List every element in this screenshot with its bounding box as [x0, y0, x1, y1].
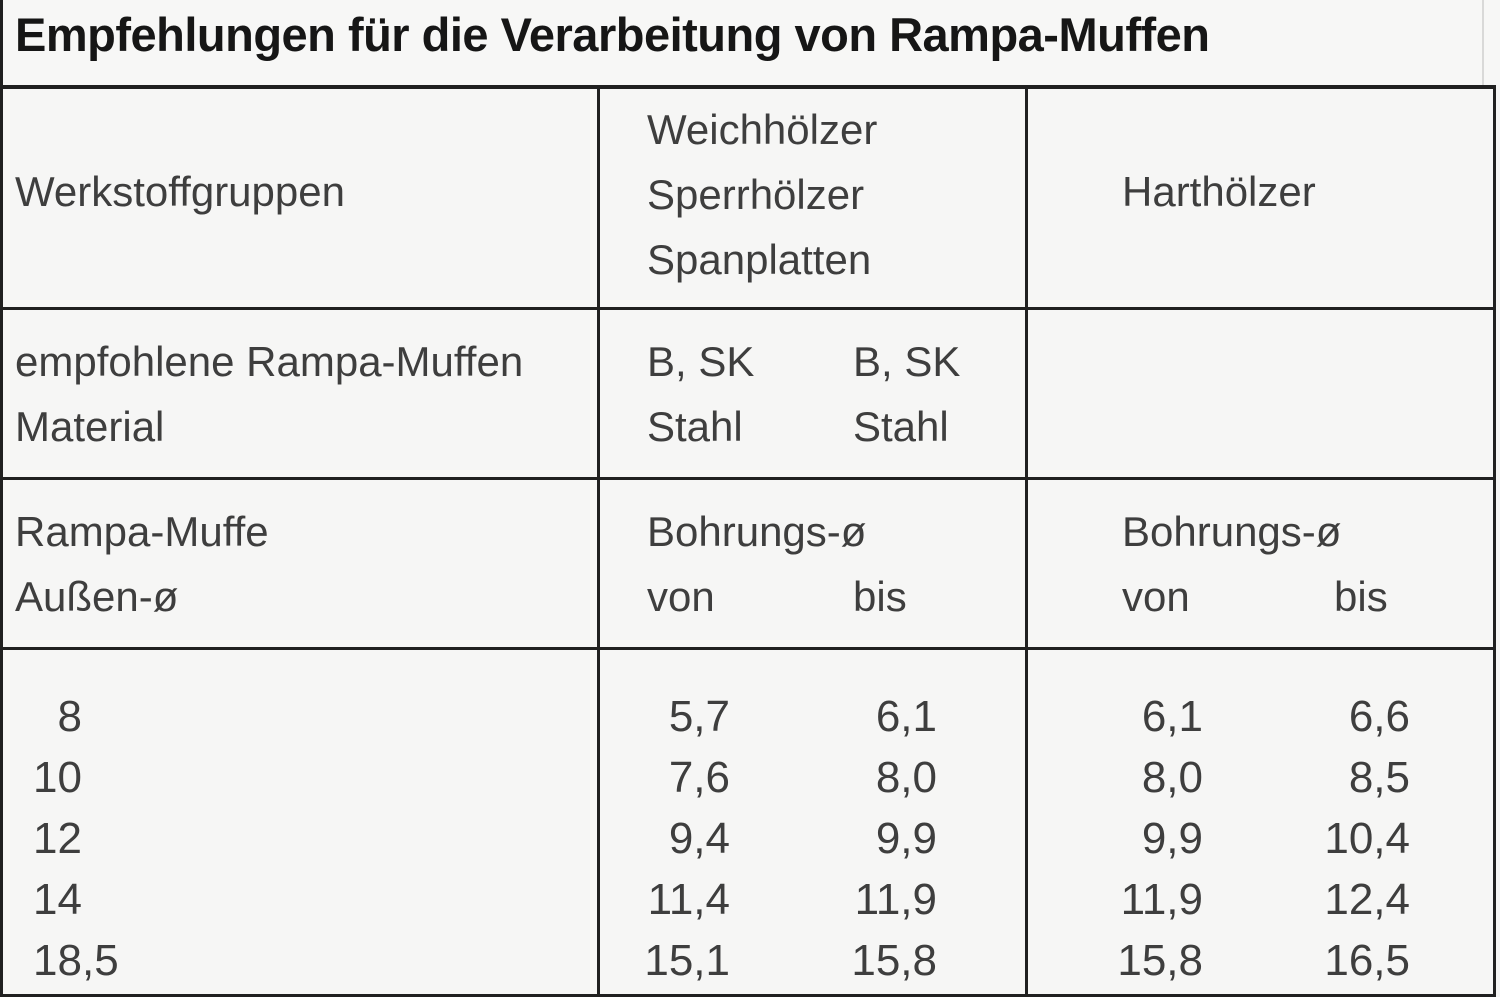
table-row: 9,4 9,9 [600, 808, 1025, 869]
outer-diameter-value: 14 [33, 875, 82, 924]
material-soft-cell: B, SK B, SK Stahl Stahl [600, 310, 1028, 480]
hard-bis-value: 16,5 [1324, 936, 1410, 985]
bore-soft-range-labels: von bis [647, 564, 1025, 629]
material-label-line1: empfohlene Rampa-Muffen [15, 337, 524, 385]
table-row: 7,6 8,0 [600, 747, 1025, 808]
bore-hard-range-labels: von bis [1122, 564, 1493, 629]
outer-diameter-value: 12 [33, 814, 82, 863]
weichhoelzer-label: Weichhölzer [647, 106, 878, 153]
hard-von-value: 8,0 [1141, 753, 1203, 802]
werkstoffgruppen-label: Werkstoffgruppen [15, 167, 345, 215]
table-row: 10 [3, 747, 597, 808]
hard-bis-value: 8,5 [1348, 753, 1410, 802]
bore-label-line1: Rampa-Muffe [15, 507, 269, 555]
table-row: 15,1 15,8 [600, 930, 1025, 991]
hard-bis-value: 6,6 [1348, 692, 1410, 741]
page-header: Empfehlungen für die Verarbeitung von Ra… [0, 0, 1500, 85]
soft-bis-value: 11,9 [854, 875, 937, 924]
material-soft-b-type: B, SK [853, 337, 961, 385]
soft-von-value: 7,6 [668, 753, 730, 802]
table-row: 18,5 [3, 930, 597, 991]
bore-label-cell: Rampa-Muffe Außen-ø [3, 480, 600, 650]
material-soft-b-steel: Stahl [853, 402, 949, 450]
material-label-line2: Material [15, 402, 165, 450]
table-row: 11,9 12,4 [1028, 869, 1493, 930]
bore-soft-title: Bohrungs-ø [647, 507, 867, 555]
material-soft-a-type: B, SK [647, 337, 755, 385]
hard-von-value: 9,9 [1141, 814, 1203, 863]
table-row: 11,4 11,9 [600, 869, 1025, 930]
table-row: 6,1 6,6 [1028, 686, 1493, 747]
bore-hard-cell: Bohrungs-ø von bis [1028, 480, 1493, 650]
outer-diameter-value: 10 [33, 753, 82, 802]
table-row: 9,9 10,4 [1028, 808, 1493, 869]
recommendations-table: Werkstoffgruppen Weichhölzer Sperrhölzer… [0, 85, 1496, 997]
outer-diameter-value: 18 [33, 936, 82, 985]
material-soft-row2: Stahl Stahl [647, 394, 1025, 459]
sperrhoelzer-label: Sperrhölzer [647, 171, 865, 218]
hard-von-value: 15,8 [1117, 936, 1203, 985]
page-title: Empfehlungen für die Verarbeitung von Ra… [15, 8, 1210, 61]
bore-hard-title: Bohrungs-ø [1122, 507, 1342, 555]
soft-von-value: 11,4 [647, 875, 730, 924]
material-hard-cell-empty [1028, 310, 1493, 480]
header-cell-weichhoelzer: Weichhölzer Sperrhölzer Spanplatten [600, 89, 1028, 310]
soft-von-value: 15,1 [644, 936, 730, 985]
bore-label-line2: Außen-ø [15, 572, 179, 620]
spanplatten-label: Spanplatten [647, 236, 872, 283]
hard-bis-value: 10,4 [1324, 814, 1410, 863]
outer-diameter-column: 8 10 12 14 18,5 [3, 650, 600, 994]
page-edge-line [1482, 0, 1484, 85]
table-row: 15,8 16,5 [1028, 930, 1493, 991]
table-row: 14 [3, 869, 597, 930]
outer-diameter-fraction: ,5 [82, 936, 119, 985]
material-soft-a-steel: Stahl [647, 402, 743, 450]
hard-von-value: 6,1 [1141, 692, 1203, 741]
hardwood-bore-column: 6,1 6,6 8,0 8,5 9,9 10,4 11,9 12,4 15,8 16,5 [1028, 650, 1493, 994]
material-soft-row1: B, SK B, SK [647, 329, 1025, 394]
material-label-cell: empfohlene Rampa-Muffen Material [3, 310, 600, 480]
softwood-bore-column: 5,7 6,1 7,6 8,0 9,4 9,9 11,4 11,9 15,1 15,8 [600, 650, 1028, 994]
outer-diameter-value: 8 [57, 692, 82, 741]
table-row: 8,0 8,5 [1028, 747, 1493, 808]
soft-von-value: 5,7 [668, 692, 730, 741]
table-row: 8 [3, 686, 597, 747]
bore-hard-von-label: von [1122, 572, 1190, 620]
soft-von-value: 9,4 [668, 814, 730, 863]
harthoelzer-label: Harthölzer [1122, 167, 1316, 215]
soft-bis-value: 15,8 [851, 936, 937, 985]
hard-von-value: 11,9 [1120, 875, 1203, 924]
bore-soft-cell: Bohrungs-ø von bis [600, 480, 1028, 650]
hard-bis-value: 12,4 [1324, 875, 1410, 924]
soft-bis-value: 6,1 [875, 692, 937, 741]
soft-bis-value: 8,0 [875, 753, 937, 802]
header-cell-werkstoffgruppen: Werkstoffgruppen [3, 89, 600, 310]
table-row: 5,7 6,1 [600, 686, 1025, 747]
header-cell-harthoelzer: Harthölzer [1028, 89, 1493, 310]
bore-hard-bis-label: bis [1334, 572, 1388, 620]
bore-soft-bis-label: bis [853, 572, 907, 620]
bore-soft-von-label: von [647, 572, 715, 620]
soft-bis-value: 9,9 [875, 814, 937, 863]
table-row: 12 [3, 808, 597, 869]
